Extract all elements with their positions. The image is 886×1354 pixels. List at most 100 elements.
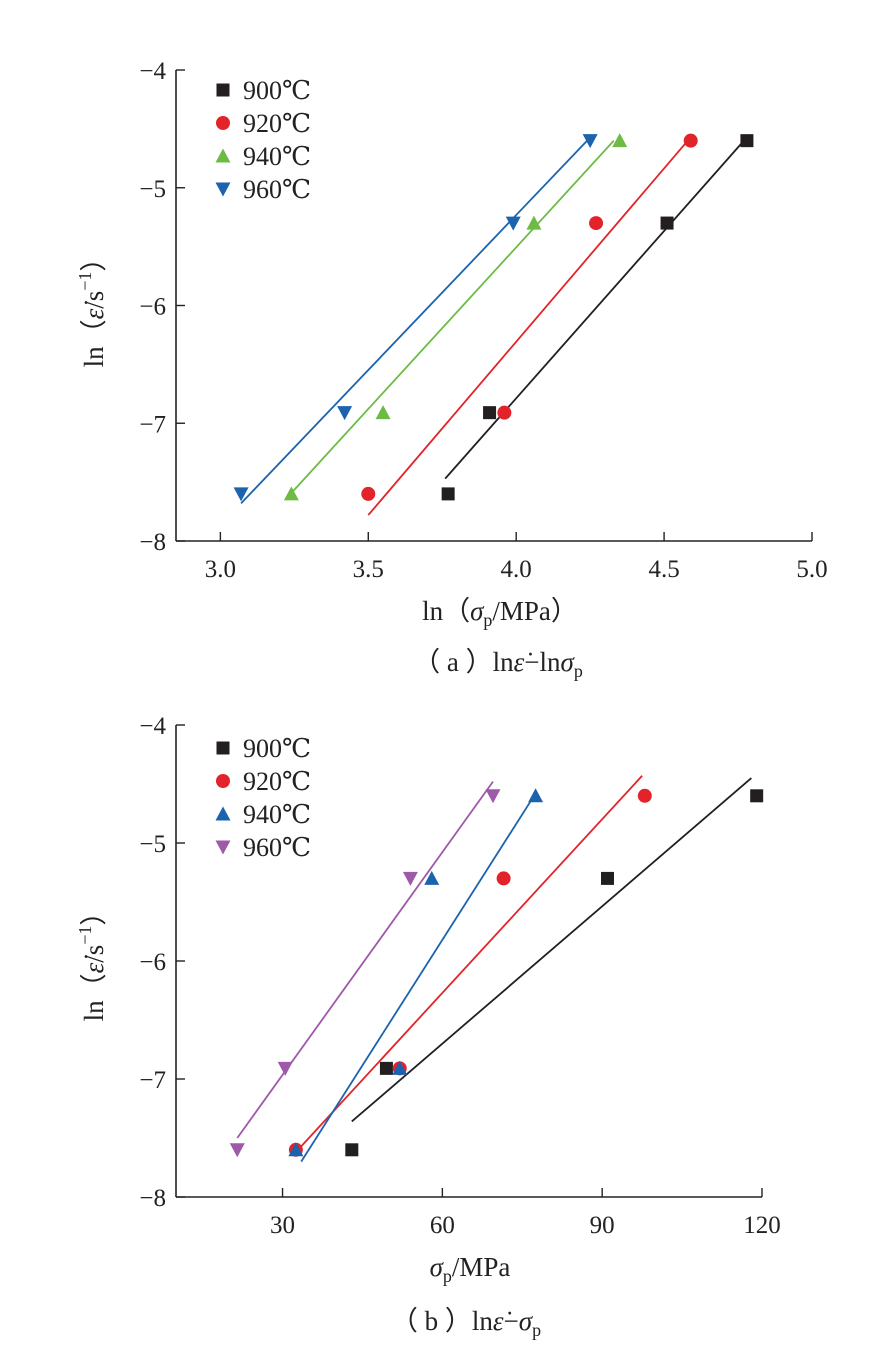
x-tick-label-b: 90 (590, 1212, 615, 1239)
y-axis-title-b-prefix: ln（ (79, 973, 109, 1021)
y-tick-label-a: −5 (139, 176, 166, 203)
legend-marker-a-3 (215, 182, 231, 197)
x-axis-title-b-sigma: σ (430, 1252, 445, 1282)
y-axis-title-b: ln（ε̇/s−1） (75, 899, 109, 1022)
x-axis-title-b-unit: /MPa (452, 1252, 511, 1282)
data-point-a-series-2 (612, 133, 628, 148)
legend-label-a-2: 940℃ (243, 142, 311, 171)
data-point-b-series-1 (637, 788, 652, 803)
y-axis-title-b-unit: /s (79, 945, 109, 963)
x-tick-label-a: 5.0 (796, 556, 827, 583)
y-tick-label-a: −6 (139, 294, 166, 321)
data-point-a-series-2 (283, 486, 299, 501)
data-point-b-series-2 (392, 1060, 408, 1075)
x-tick-label-b: 60 (430, 1212, 455, 1239)
data-point-a-series-1 (683, 133, 698, 148)
caption-b-sigma: σ (519, 1306, 534, 1336)
data-point-a-series-0 (660, 216, 674, 230)
data-point-a-series-3 (505, 216, 521, 231)
caption-b-minus: − (504, 1306, 519, 1336)
legend-a: 900℃ 920℃ 940℃ 960℃ (215, 76, 311, 204)
y-axis-title-a-prefix: ln（ (79, 319, 109, 367)
legend-label-a-0: 900℃ (243, 76, 311, 105)
legend-marker-b-1 (216, 774, 230, 788)
legend-marker-a-2 (215, 148, 231, 163)
fit-line-b-series-1 (295, 775, 643, 1153)
y-axis-title-b-exponent: −1 (75, 926, 95, 945)
data-point-b-series-3 (229, 1143, 245, 1158)
data-point-b-series-3 (485, 789, 501, 804)
legend-marker-b-0 (216, 741, 230, 755)
x-axis-title-a-prefix: ln（ (422, 596, 470, 626)
data-point-b-series-0 (379, 1061, 393, 1075)
caption-b-ln: ln (472, 1306, 494, 1336)
fit-line-a-series-2 (287, 140, 615, 497)
caption-a-sub: p (574, 661, 583, 681)
data-point-b-series-3 (277, 1061, 293, 1076)
legend-b: 900℃ 920℃ 940℃ 960℃ (215, 734, 311, 862)
fit-line-b-series-2 (300, 792, 537, 1163)
legend-label-a-3: 960℃ (243, 175, 311, 204)
legend-label-b-1: 920℃ (243, 767, 311, 796)
y-tick-label-a: −7 (139, 411, 166, 438)
y-tick-label-b: −5 (139, 831, 166, 858)
y-axis-title-a-close: ） (79, 245, 109, 272)
legend-label-a-1: 920℃ (243, 109, 311, 138)
fit-line-b-series-0 (351, 777, 752, 1123)
data-point-a-series-3 (233, 487, 249, 502)
x-tick-label-b: 120 (743, 1212, 781, 1239)
y-axis-title-a-exponent: −1 (75, 272, 95, 291)
caption-b: （ b ）lnε̇−σp (391, 1306, 541, 1340)
data-point-a-series-2 (526, 215, 542, 230)
data-point-b-series-2 (288, 1142, 304, 1157)
caption-b-label: （ b ） (391, 1306, 472, 1336)
data-point-a-series-0 (483, 406, 497, 420)
x-axis-title-b: σp/MPa (430, 1252, 511, 1286)
data-point-b-series-2 (528, 788, 544, 803)
legend-marker-b-2 (215, 806, 231, 821)
fit-line-a-series-3 (240, 140, 588, 504)
x-axis-title-b-sub: p (443, 1266, 452, 1286)
fit-line-a-series-0 (444, 140, 745, 480)
data-point-b-series-1 (496, 871, 511, 886)
caption-a-minus: −ln (524, 647, 561, 677)
x-tick-label-a: 4.0 (501, 556, 532, 583)
y-tick-label-b: −6 (139, 949, 166, 976)
x-axis-title-a-sub: p (483, 610, 492, 630)
y-tick-label-a: −4 (139, 58, 166, 85)
data-point-a-series-3 (337, 406, 353, 421)
data-point-a-series-1 (497, 405, 512, 420)
x-axis-title-a-sigma: σ (470, 596, 485, 626)
data-point-a-series-1 (361, 486, 376, 501)
data-point-b-series-0 (750, 789, 764, 803)
x-axis-title-a: ln（σp/MPa） (422, 596, 578, 630)
legend-label-b-2: 940℃ (243, 800, 311, 829)
y-tick-label-b: −4 (139, 713, 166, 740)
data-point-a-series-2 (375, 405, 391, 420)
x-tick-label-a: 4.5 (648, 556, 679, 583)
legend-label-b-0: 900℃ (243, 734, 311, 763)
data-point-a-series-0 (740, 134, 754, 148)
y-axis-title-a: ln（ε̇/s−1） (75, 245, 109, 368)
y-axis-title-b-close: ） (79, 899, 109, 926)
x-tick-label-a: 3.0 (205, 556, 236, 583)
data-point-a-series-0 (441, 487, 455, 501)
caption-b-sub: p (532, 1320, 541, 1340)
legend-marker-b-3 (215, 840, 231, 855)
legend-label-b-3: 960℃ (243, 833, 311, 862)
caption-a-ln: ln (493, 647, 515, 677)
data-point-b-series-0 (601, 871, 615, 885)
data-point-b-series-2 (424, 870, 440, 885)
caption-a: （ a ）lnε̇−lnσp (413, 647, 583, 681)
data-point-a-series-1 (589, 216, 604, 231)
data-point-b-series-3 (402, 871, 418, 886)
fit-line-a-series-1 (367, 140, 689, 516)
data-point-a-series-3 (582, 134, 598, 149)
y-tick-label-b: −7 (139, 1067, 166, 1094)
x-tick-label-a: 3.5 (353, 556, 384, 583)
x-tick-label-b: 30 (270, 1212, 295, 1239)
plot-area-b: −8 −7 −6 −5 −4 30 60 90 120 900℃ 920℃ 940℃ 960℃ (139, 713, 780, 1239)
x-axis-title-a-unit: /MPa） (492, 596, 578, 626)
